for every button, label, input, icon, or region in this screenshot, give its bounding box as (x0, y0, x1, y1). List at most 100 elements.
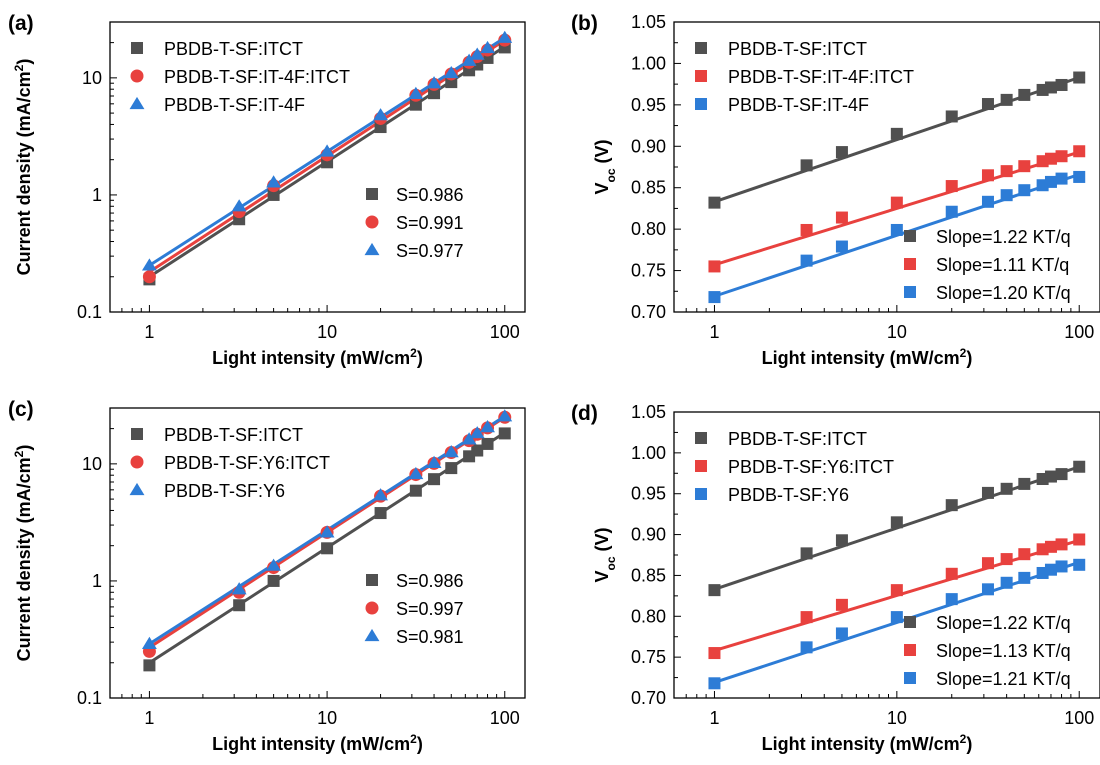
data-point-s0 (143, 659, 156, 672)
data-point-s0 (1018, 477, 1031, 490)
data-point-s0 (1000, 93, 1013, 106)
y-axis-title-end: ) (14, 59, 34, 65)
fit-legend-label: Slope=1.20 KT/q (936, 283, 1071, 303)
data-point-s2 (497, 409, 513, 422)
data-point-s1 (1073, 145, 1086, 158)
data-point-s1 (890, 584, 903, 597)
data-point-s2 (1000, 189, 1013, 202)
legend-marker (695, 432, 707, 444)
panel-d: (d) 1 10 100 0.70 0.75 0.80 0.85 0.90 0.95 1.00 1.0… (571, 402, 1100, 754)
x-tick-label: 100 (1064, 322, 1094, 342)
data-point-s2 (981, 195, 994, 208)
panel-label: (b) (571, 12, 598, 35)
x-axis-title-end: ) (417, 348, 423, 368)
data-point-s2 (1018, 571, 1031, 584)
y-tick-label: 0.75 (631, 647, 666, 667)
panel-label: (a) (8, 12, 34, 35)
fit-legend-label: Slope=1.22 KT/q (936, 613, 1071, 633)
x-axis-title: Light intensity (mW/cm2) (762, 732, 973, 754)
legend-marker (131, 428, 143, 440)
y-tick-label: 0.70 (631, 688, 666, 708)
data-point-s2 (945, 593, 958, 606)
data-point-s2 (266, 558, 282, 571)
x-tick-label: 10 (317, 708, 337, 728)
x-axis-title-main: Light intensity (mW/cm (762, 734, 960, 754)
fit-legend-marker (904, 230, 916, 242)
data-point-s2 (835, 240, 848, 253)
x-tick-label: 1 (144, 322, 154, 342)
fit-legend-label: S=0.977 (396, 241, 464, 261)
y-tick-label: 1 (92, 571, 102, 591)
data-point-s2 (835, 627, 848, 640)
y-tick-label: 0.1 (77, 688, 102, 708)
y-axis-title-end: (V) (592, 139, 612, 168)
data-point-s0 (945, 499, 958, 512)
data-point-s0 (498, 427, 511, 440)
data-point-s2 (231, 199, 247, 212)
y-axis-title: Current density (mA/cm2) (12, 445, 34, 662)
data-point-s0 (1044, 81, 1057, 94)
y-tick-label: 1.05 (631, 12, 666, 32)
data-point-s2 (461, 53, 477, 66)
data-point-s1 (1055, 150, 1068, 163)
panel-label: (d) (571, 402, 598, 425)
data-point-s2 (141, 636, 157, 649)
y-axis-title-main: V (592, 183, 612, 195)
data-point-s1 (1044, 540, 1057, 553)
data-point-s2 (480, 420, 495, 433)
x-axis-title-sup: 2 (960, 346, 967, 360)
data-point-s2 (426, 455, 442, 468)
data-point-s0 (233, 599, 246, 612)
x-axis-title: Light intensity (mW/cm2) (762, 346, 973, 368)
y-axis-title-sup: 2 (12, 450, 26, 457)
fit-legend-marker (904, 286, 916, 298)
data-point-s2 (373, 108, 389, 121)
x-axis-title-end: ) (417, 734, 423, 754)
data-point-s2 (1000, 576, 1013, 589)
data-point-s2 (426, 76, 442, 89)
y-tick-label: 0.70 (631, 302, 666, 322)
panel-b: (b) 1 10 100 0.70 0.75 0.80 0.85 0.90 0.95 1.00 1.0… (571, 12, 1100, 368)
data-point-s0 (981, 486, 994, 499)
legend-label: PBDB-T-SF:IT-4F:ITCT (164, 67, 350, 87)
data-point-s0 (945, 110, 958, 123)
data-point-s1 (945, 180, 958, 193)
x-axis-title-sup: 2 (410, 346, 417, 360)
data-point-s1 (835, 598, 848, 611)
legend-marker (695, 98, 707, 110)
data-point-s1 (890, 196, 903, 209)
data-point-s0 (981, 98, 994, 111)
data-point-s0 (800, 159, 813, 172)
data-point-s2 (1073, 558, 1086, 571)
data-point-s0 (374, 121, 387, 134)
data-point-s0 (267, 574, 280, 587)
fit-legend-label: S=0.986 (396, 571, 464, 591)
data-point-s2 (1018, 184, 1031, 197)
data-point-s0 (835, 534, 848, 547)
data-point-s1 (1000, 165, 1013, 178)
data-point-s0 (471, 444, 484, 457)
data-point-s2 (890, 611, 903, 624)
y-axis-title: Current density (mA/cm2) (12, 59, 34, 276)
x-axis-title: Light intensity (mW/cm2) (212, 732, 423, 754)
data-point-s0 (1073, 71, 1086, 84)
data-point-s2 (443, 445, 459, 458)
data-point-s0 (890, 516, 903, 529)
y-tick-label: 0.80 (631, 219, 666, 239)
legend-label: PBDB-T-SF:IT-4F (728, 95, 869, 115)
data-point-s0 (409, 484, 422, 497)
fit-legend-marker (365, 601, 379, 615)
fit-legend-marker (364, 242, 380, 256)
fit-legend-marker (904, 644, 916, 656)
data-point-s0 (708, 584, 721, 597)
legend-label: PBDB-T-SF:Y6 (164, 481, 285, 501)
fit-legend-marker (364, 628, 380, 642)
data-point-s2 (1044, 563, 1057, 576)
data-point-s0 (445, 462, 458, 475)
data-point-s1 (708, 260, 721, 273)
data-point-s2 (469, 47, 485, 60)
data-point-s2 (708, 291, 721, 304)
legend-marker (695, 488, 707, 500)
